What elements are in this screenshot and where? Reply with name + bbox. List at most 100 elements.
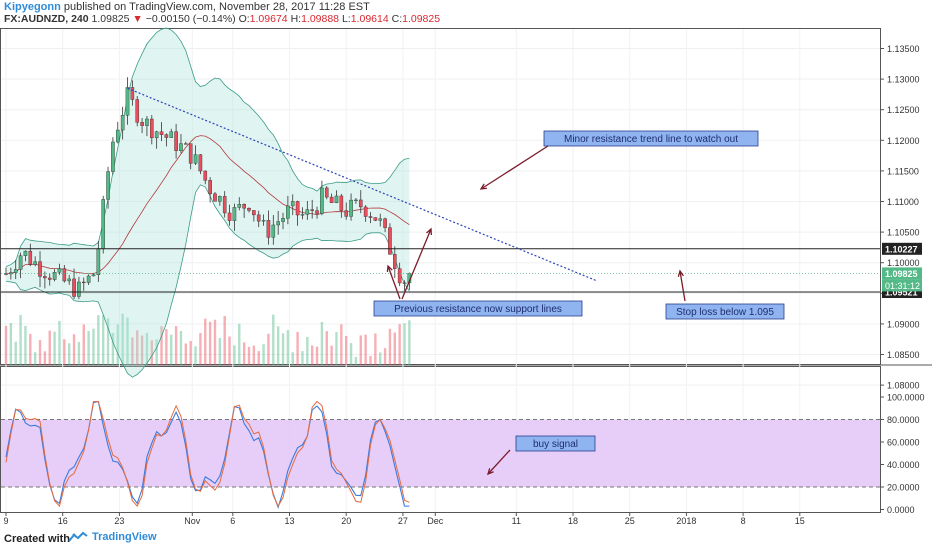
x-tick-label: 8 [741, 516, 746, 526]
candle-body [358, 199, 363, 208]
candle-body [339, 195, 344, 211]
candle-body [271, 224, 276, 238]
volume-bar [291, 352, 294, 365]
candle-body [43, 276, 47, 279]
chart-header: Kipyegonn published on TradingView.com, … [0, 0, 932, 26]
volume-bar [286, 330, 290, 365]
stoch-tick-label: 60.0000 [887, 438, 920, 448]
volume-bar [102, 315, 105, 365]
stoch-tick-label: 20.0000 [887, 483, 920, 493]
volume-bar [388, 328, 392, 365]
volume-bar [340, 324, 343, 365]
y-tick-label: 1.10000 [887, 258, 920, 268]
candle-body [305, 209, 310, 215]
volume-bar [233, 345, 236, 365]
candle-body [33, 261, 37, 265]
candle-body [247, 207, 251, 211]
volume-bar [374, 333, 377, 365]
annotation-stoploss-text: Stop loss below 1.095 [676, 307, 774, 318]
volume-bar [208, 321, 212, 365]
volume-bar [53, 331, 56, 365]
candle-body [23, 250, 28, 256]
candle-body [145, 118, 149, 126]
volume-bar [335, 332, 338, 365]
x-tick-label: 13 [284, 516, 294, 526]
annotation-buy-signal-box [515, 435, 596, 452]
volume-bar [393, 332, 396, 365]
price-tag-label: 1.10227 [885, 244, 918, 254]
x-tick-label: 11 [512, 516, 521, 526]
candle-body [213, 193, 217, 202]
annotation-arrow [387, 265, 401, 300]
volume-bars [4, 313, 411, 365]
candle-body [179, 143, 183, 151]
candle-body [193, 154, 198, 164]
candle-body [388, 227, 392, 255]
volume-bar [364, 334, 367, 365]
candle-body [349, 199, 353, 217]
annotation-arrow [480, 145, 549, 190]
x-tick-label: 23 [114, 516, 124, 526]
annotations[interactable]: Minor resistance trend line to watch out… [373, 130, 785, 476]
volume-bar [262, 344, 265, 365]
annotation-arrow [401, 228, 432, 300]
annotation-arrow [487, 449, 511, 475]
annotation-arrow-head [479, 183, 488, 190]
volume-bar [126, 317, 129, 365]
last-price: 1.09825 [91, 13, 130, 25]
candle-body [363, 206, 368, 217]
volume-bar [82, 324, 85, 365]
annotation-resistance-text: Minor resistance trend line to watch out [564, 134, 738, 145]
volume-bar [72, 334, 76, 365]
volume-bar [87, 331, 90, 365]
volume-bar [4, 325, 8, 365]
candle-body [397, 268, 402, 284]
candle-body [149, 118, 154, 139]
y-tick-label: 1.11500 [887, 166, 919, 176]
candle-body [86, 275, 91, 283]
time-axis[interactable]: 9 16 23 Nov 6 13 20 27 Dec 11 18 25 2018 8 15 [0, 512, 880, 526]
candle-body [47, 277, 52, 280]
candle-body [237, 203, 242, 208]
chart-canvas[interactable]: 1.13500 1.13000 1.12500 1.12000 1.11500 1.110… [0, 26, 932, 528]
volume-bar [140, 335, 144, 365]
stoch-axis[interactable]: 100.0000 80.0000 60.0000 40.0000 20.0000 0.00… [880, 393, 925, 516]
price-tag-bg [882, 242, 922, 255]
candle-body [295, 201, 300, 216]
trendline[interactable] [127, 87, 598, 282]
candle-body [286, 205, 290, 219]
volume-bar [19, 314, 22, 365]
volume-bar [330, 345, 333, 365]
candle-body [101, 199, 105, 249]
stoch-tick-label: 100.0000 [887, 393, 925, 403]
volume-bar [43, 351, 47, 365]
candle-body [261, 220, 266, 222]
candle-body [140, 122, 144, 126]
y-tick-label: 1.12000 [887, 136, 920, 146]
price-axis[interactable]: 1.13500 1.13000 1.12500 1.12000 1.11500 1.110… [880, 44, 920, 391]
volume-bar [116, 324, 119, 365]
candle-body [159, 131, 164, 135]
candles [4, 77, 412, 300]
volume-bar [111, 333, 115, 365]
candle-body [368, 216, 373, 218]
annotation-arrow-head [486, 468, 494, 476]
volume-bar [276, 326, 280, 365]
candle-body [198, 154, 203, 172]
candle-body [174, 131, 178, 151]
volume-bar [179, 330, 183, 365]
band-lower [5, 184, 410, 378]
volume-bar [199, 333, 202, 365]
x-tick-label: Dec [427, 516, 444, 526]
author-name[interactable]: Kipyegonn [4, 1, 61, 13]
volume-bar [33, 352, 37, 365]
volume-bar [189, 341, 192, 365]
y-tick-label: 1.10500 [887, 228, 920, 238]
candle-body [164, 134, 169, 138]
candle-body [402, 282, 407, 284]
candle-body [324, 187, 329, 198]
annotation-arrow-head [386, 264, 393, 273]
tradingview-logo[interactable]: TradingView [68, 531, 157, 543]
candle-body [281, 217, 285, 222]
